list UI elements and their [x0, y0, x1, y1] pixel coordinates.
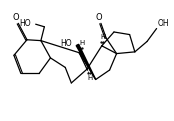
- Text: HO: HO: [19, 19, 30, 28]
- Text: O: O: [13, 13, 19, 23]
- Text: H: H: [100, 34, 105, 40]
- Text: HO: HO: [61, 39, 72, 48]
- Text: O: O: [96, 13, 102, 23]
- Text: H: H: [87, 75, 92, 81]
- Polygon shape: [76, 44, 96, 79]
- Text: H: H: [79, 40, 84, 46]
- Text: OH: OH: [157, 19, 169, 28]
